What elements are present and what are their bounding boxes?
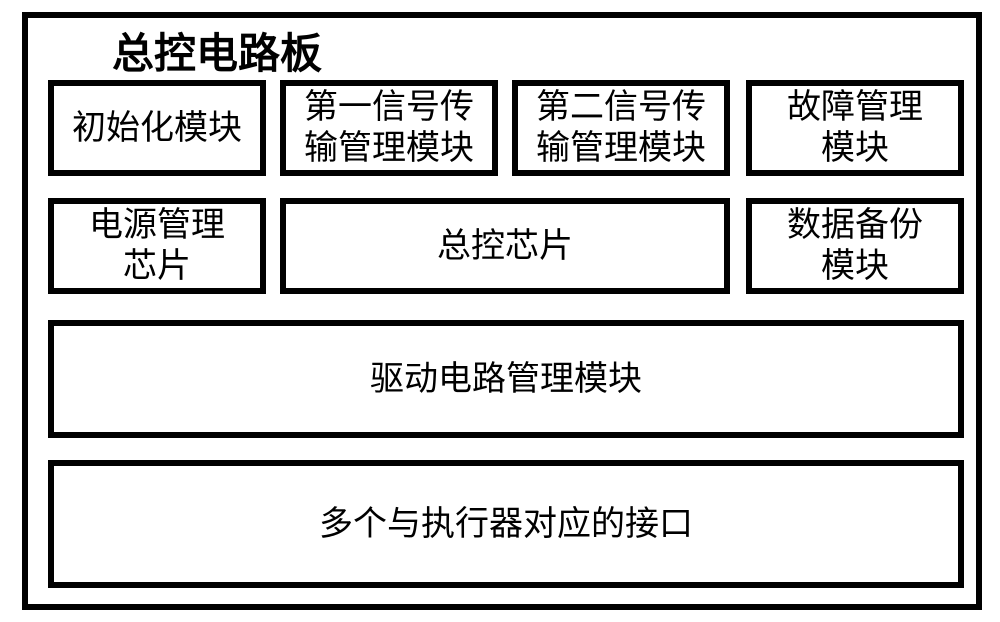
backup-module: 数据备份 模块 [746, 198, 964, 294]
fault-module: 故障管理 模块 [746, 80, 964, 176]
init-module: 初始化模块 [48, 80, 266, 176]
signal2-module: 第二信号传 输管理模块 [512, 80, 730, 176]
interfaces: 多个与执行器对应的接口 [48, 460, 964, 588]
drive-module: 驱动电路管理模块 [48, 320, 964, 438]
diagram-title: 总控电路板 [112, 20, 322, 81]
signal1-module: 第一信号传 输管理模块 [280, 80, 498, 176]
power-chip: 电源管理 芯片 [48, 198, 266, 294]
master-chip: 总控芯片 [280, 198, 730, 294]
